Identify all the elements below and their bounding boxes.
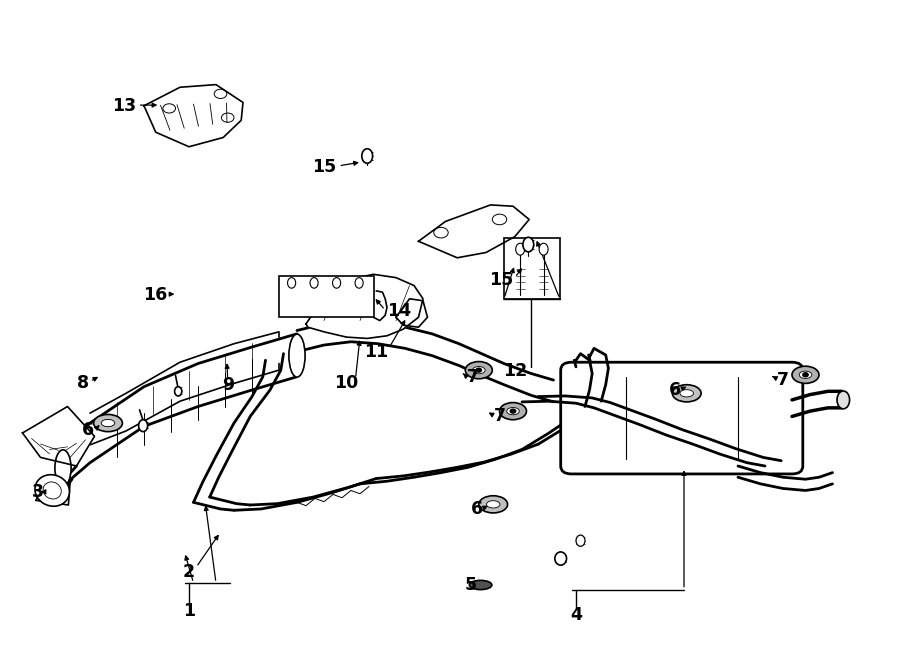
- Ellipse shape: [465, 362, 492, 379]
- Ellipse shape: [55, 449, 71, 486]
- Text: 15: 15: [312, 157, 336, 176]
- FancyBboxPatch shape: [561, 362, 803, 474]
- Ellipse shape: [175, 387, 182, 396]
- Ellipse shape: [507, 407, 519, 415]
- Ellipse shape: [479, 496, 508, 513]
- Text: 6: 6: [471, 500, 483, 518]
- Ellipse shape: [799, 371, 812, 378]
- Text: 6: 6: [669, 381, 681, 399]
- Text: 11: 11: [364, 342, 388, 361]
- Text: 16: 16: [143, 286, 166, 305]
- Polygon shape: [22, 407, 94, 466]
- Ellipse shape: [310, 278, 319, 288]
- Text: 8: 8: [76, 374, 89, 393]
- Ellipse shape: [837, 391, 850, 408]
- Ellipse shape: [94, 414, 122, 432]
- Polygon shape: [418, 205, 529, 258]
- Circle shape: [803, 373, 808, 377]
- Ellipse shape: [362, 149, 373, 163]
- Ellipse shape: [472, 366, 485, 374]
- Ellipse shape: [792, 366, 819, 383]
- Ellipse shape: [333, 278, 341, 288]
- Ellipse shape: [289, 334, 305, 377]
- Text: 7: 7: [493, 407, 506, 426]
- Ellipse shape: [516, 243, 525, 255]
- Text: 2: 2: [183, 563, 195, 581]
- Text: 4: 4: [570, 605, 582, 624]
- Text: 9: 9: [221, 375, 234, 394]
- Text: 12: 12: [503, 362, 526, 381]
- Ellipse shape: [95, 415, 121, 431]
- Text: 14: 14: [387, 301, 410, 320]
- Ellipse shape: [539, 243, 548, 255]
- Text: 7: 7: [777, 371, 789, 389]
- Ellipse shape: [470, 580, 491, 590]
- Ellipse shape: [288, 278, 295, 288]
- Ellipse shape: [139, 420, 148, 432]
- Text: 5: 5: [464, 576, 477, 594]
- Ellipse shape: [35, 475, 69, 506]
- Text: 6: 6: [82, 420, 94, 439]
- Ellipse shape: [672, 385, 701, 402]
- Text: 10: 10: [335, 374, 358, 393]
- Circle shape: [510, 409, 516, 413]
- Ellipse shape: [500, 403, 526, 420]
- Text: 1: 1: [183, 602, 195, 621]
- Text: 3: 3: [32, 483, 44, 502]
- Polygon shape: [396, 299, 428, 327]
- Ellipse shape: [523, 237, 534, 252]
- Polygon shape: [144, 85, 243, 147]
- Bar: [279, 276, 374, 317]
- Ellipse shape: [487, 501, 500, 508]
- Circle shape: [476, 368, 482, 372]
- Ellipse shape: [101, 419, 115, 427]
- Ellipse shape: [576, 535, 585, 546]
- Ellipse shape: [103, 420, 113, 426]
- Ellipse shape: [680, 389, 694, 397]
- Polygon shape: [306, 274, 423, 338]
- Ellipse shape: [554, 552, 567, 565]
- Text: 13: 13: [112, 97, 136, 115]
- Text: 15: 15: [490, 270, 513, 289]
- Text: 7: 7: [466, 368, 479, 386]
- Bar: [504, 238, 560, 299]
- Ellipse shape: [355, 278, 364, 288]
